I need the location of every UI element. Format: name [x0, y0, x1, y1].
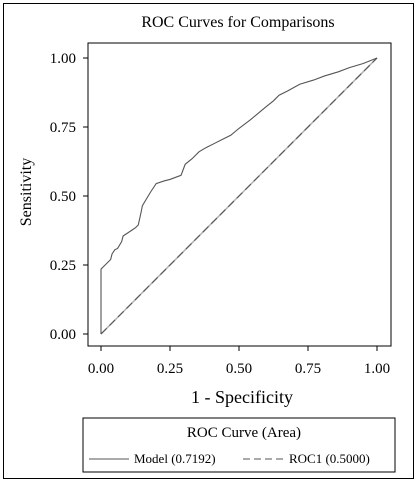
- x-tick-label: 0.75: [295, 361, 321, 377]
- legend-label-roc1: ROC1 (0.5000): [289, 451, 370, 466]
- y-tick-label: 0.75: [50, 120, 76, 136]
- x-tick-label: 1.00: [364, 361, 390, 377]
- y-tick-label: 0.25: [50, 258, 76, 274]
- x-axis-title: 1 - Specificity: [191, 387, 293, 407]
- series-line-model: [100, 57, 378, 334]
- legend-title: ROC Curve (Area): [187, 425, 301, 441]
- y-tick-label: 0.00: [50, 327, 76, 343]
- chart-title: ROC Curves for Comparisons: [141, 14, 334, 31]
- legend-label-model: Model (0.7192): [134, 451, 216, 466]
- series-group: [100, 57, 378, 335]
- axis-ticks: 0.00 0.25 0.50 0.75 1.00 0.00 0.25 0.50 0.75 1.00: [50, 51, 390, 377]
- y-tick-label: 1.00: [50, 51, 76, 67]
- x-tick-label: 0.25: [157, 361, 183, 377]
- x-tick-label: 0.50: [226, 361, 252, 377]
- y-axis-title: Sensitivity: [18, 158, 35, 226]
- series-line-roc1: [100, 57, 378, 335]
- legend-box: [82, 417, 396, 473]
- x-tick-label: 0.00: [88, 361, 114, 377]
- y-tick-label: 0.50: [50, 189, 76, 205]
